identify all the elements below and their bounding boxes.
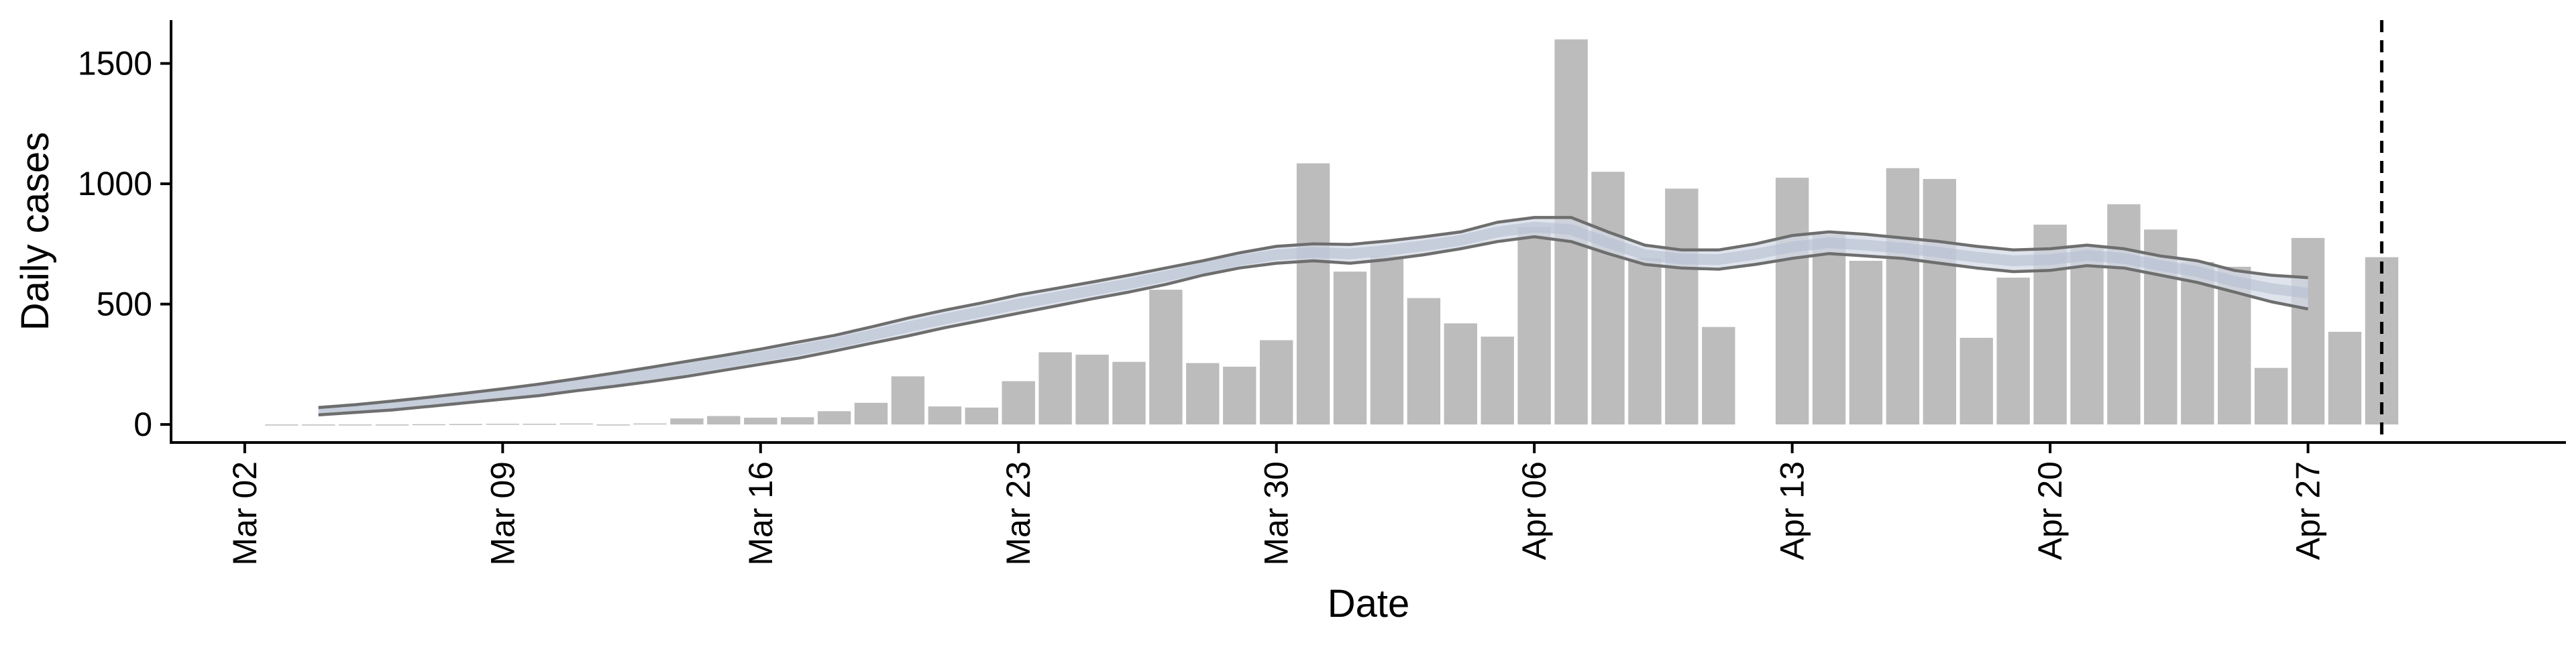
x-tick-label: Apr 13: [1774, 461, 1811, 560]
daily-case-bar: [559, 423, 593, 425]
x-tick-label: Mar 23: [1000, 461, 1037, 566]
daily-case-bar: [1002, 381, 1035, 425]
y-tick-label: 1500: [78, 45, 152, 82]
x-axis-title: Date: [1328, 582, 1410, 626]
x-tick-label: Mar 09: [484, 461, 521, 566]
daily-case-bar: [1444, 323, 1477, 425]
daily-case-bar: [1517, 227, 1551, 425]
daily-case-bar: [486, 424, 519, 425]
daily-case-bar: [2328, 331, 2362, 425]
daily-case-bar: [1112, 361, 1146, 424]
daily-case-bar: [1849, 261, 1883, 425]
daily-case-bar: [1075, 355, 1109, 425]
x-tick-label: Mar 02: [226, 461, 264, 566]
daily-case-bar: [965, 407, 998, 424]
y-tick-label: 0: [133, 406, 152, 443]
daily-case-bar: [375, 424, 409, 426]
daily-case-bar: [707, 416, 741, 425]
bars-layer: [265, 39, 2399, 426]
y-tick-label: 1000: [78, 165, 152, 202]
daily-case-bar: [523, 424, 556, 425]
lower-bound-line: [318, 235, 2308, 416]
labels-layer: Date Daily cases: [13, 132, 1409, 626]
daily-case-bar: [1702, 327, 1735, 425]
daily-case-bar: [928, 406, 962, 425]
estimate-ribbon-layer: [318, 20, 2383, 443]
x-tick-label: Apr 27: [2290, 461, 2327, 560]
daily-case-bar: [1665, 188, 1699, 425]
daily-case-bar: [338, 424, 372, 426]
y-axis-title: Daily cases: [13, 132, 57, 331]
daily-case-bar: [1591, 172, 1625, 425]
daily-case-bar: [596, 424, 630, 426]
daily-case-bar: [854, 402, 888, 425]
daily-case-bar: [1775, 178, 1809, 424]
daily-case-bar: [1886, 168, 1920, 425]
daily-case-bar: [1038, 352, 1072, 425]
daily-case-bar: [1628, 258, 1662, 425]
daily-case-bar: [2291, 237, 2325, 425]
daily-case-bar: [1370, 255, 1404, 425]
daily-case-bar: [633, 423, 667, 425]
daily-case-bar: [1223, 366, 1256, 425]
daily-case-bar: [1812, 234, 1846, 425]
daily-case-bar: [302, 424, 335, 426]
y-tick-label: 500: [97, 286, 152, 323]
daily-case-bar: [744, 418, 777, 425]
daily-case-bar: [2070, 245, 2104, 424]
daily-case-bar: [817, 411, 851, 424]
daily-case-bar: [265, 424, 299, 426]
daily-case-bar: [1186, 363, 1220, 424]
daily-case-bar: [1149, 290, 1183, 425]
upper-bound-line: [318, 216, 2308, 410]
daily-case-bar: [1960, 337, 1993, 424]
daily-case-bar: [1481, 337, 1514, 425]
daily-case-bar: [1260, 340, 1293, 424]
daily-case-bar: [2254, 367, 2288, 425]
daily-case-bar: [781, 417, 814, 425]
daily-case-bar: [449, 424, 483, 425]
x-tick-label: Mar 16: [742, 461, 780, 566]
daily-case-bar: [1333, 272, 1367, 424]
daily-case-bar: [1407, 298, 1441, 425]
daily-case-bar: [670, 418, 704, 425]
axes-layer: 0 500 1000 1500 Mar 02 Mar 09 Mar 16 Mar 23 Mar …: [78, 20, 2566, 566]
x-tick-label: Mar 30: [1258, 461, 1295, 566]
daily-case-bar: [2181, 261, 2214, 425]
daily-case-bar: [2107, 204, 2141, 425]
estimate-center-line: [318, 221, 2309, 417]
x-tick-label: Apr 20: [2031, 461, 2069, 560]
daily-case-bar: [1996, 278, 2030, 425]
daily-case-bar: [1296, 163, 1330, 425]
daily-case-bar: [412, 424, 446, 426]
daily-case-bar: [891, 376, 925, 425]
x-tick-label: Apr 06: [1515, 461, 1553, 560]
daily-case-bar: [1923, 178, 1956, 425]
